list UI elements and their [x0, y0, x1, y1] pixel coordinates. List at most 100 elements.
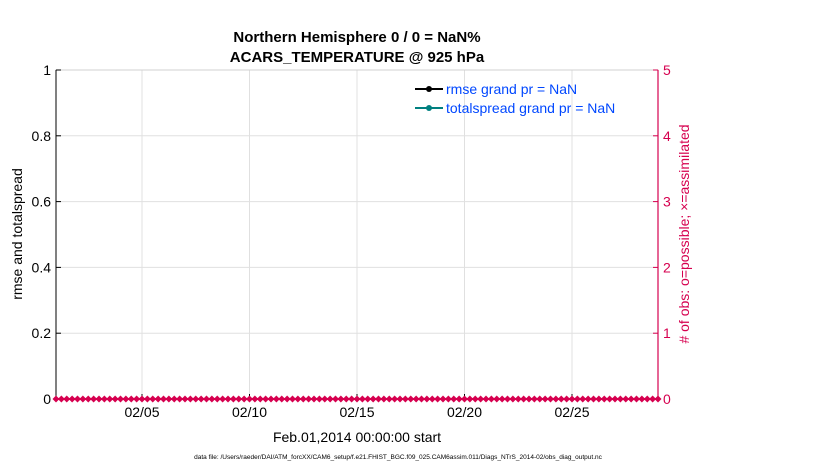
obs-marker	[68, 395, 76, 403]
obs-marker	[541, 395, 549, 403]
obs-marker	[321, 395, 329, 403]
obs-marker	[267, 395, 275, 403]
x-tick-label: 02/05	[124, 404, 159, 420]
obs-marker	[471, 395, 479, 403]
obs-marker	[240, 395, 248, 403]
obs-marker	[186, 395, 194, 403]
obs-marker	[498, 395, 506, 403]
obs-marker	[536, 395, 544, 403]
obs-markers	[52, 395, 662, 403]
obs-marker	[525, 395, 533, 403]
obs-marker	[611, 395, 619, 403]
x-tick-label: 02/25	[554, 404, 589, 420]
obs-marker	[289, 395, 296, 403]
y-tick-label-right: 1	[663, 325, 671, 341]
obs-marker	[504, 395, 511, 403]
obs-marker	[391, 395, 399, 403]
obs-marker	[213, 395, 221, 403]
obs-marker	[176, 395, 184, 403]
y-tick-label-right: 0	[663, 391, 671, 407]
y-axis-label-right: # of obs: o=possible; ×=assimilated	[676, 124, 692, 343]
obs-marker	[315, 395, 323, 403]
obs-marker	[348, 395, 356, 403]
obs-marker	[170, 395, 178, 403]
obs-marker	[63, 395, 71, 403]
obs-marker	[256, 395, 264, 403]
obs-marker	[229, 395, 237, 403]
obs-marker	[557, 395, 565, 403]
obs-marker	[197, 395, 205, 403]
obs-marker	[412, 395, 420, 403]
obs-marker	[100, 395, 108, 403]
obs-marker	[579, 395, 587, 403]
obs-marker	[385, 395, 393, 403]
obs-marker	[154, 395, 162, 403]
x-tick-label: 02/15	[339, 404, 374, 420]
obs-marker	[219, 395, 227, 403]
obs-marker	[165, 395, 173, 403]
obs-marker	[224, 395, 232, 403]
obs-marker	[487, 395, 495, 403]
obs-marker	[106, 395, 114, 403]
obs-marker	[251, 395, 259, 403]
obs-marker	[590, 395, 597, 403]
obs-marker	[149, 395, 157, 403]
y-tick-label-left: 1	[43, 62, 51, 78]
obs-marker	[332, 395, 339, 403]
obs-marker	[461, 395, 468, 403]
y-tick-label-left: 0.2	[32, 325, 52, 341]
obs-marker	[520, 395, 528, 403]
obs-marker	[643, 395, 651, 403]
obs-marker	[649, 395, 657, 403]
obs-marker	[573, 395, 581, 403]
obs-marker	[638, 395, 646, 403]
obs-marker	[181, 395, 189, 403]
obs-marker	[127, 395, 135, 403]
obs-marker	[547, 395, 554, 403]
obs-marker	[138, 395, 146, 403]
obs-marker	[95, 395, 103, 403]
obs-marker	[369, 395, 377, 403]
chart-title-line1: Northern Hemisphere 0 / 0 = NaN%	[233, 29, 480, 46]
obs-marker	[401, 395, 409, 403]
y-axis-label-left: rmse and totalspread	[9, 168, 25, 300]
obs-marker	[353, 395, 361, 403]
obs-marker	[90, 395, 98, 403]
obs-marker	[337, 395, 345, 403]
obs-marker	[122, 395, 130, 403]
x-tick-label: 02/10	[232, 404, 267, 420]
obs-marker	[57, 395, 65, 403]
obs-marker	[627, 395, 635, 403]
chart-title-line2: ACARS_TEMPERATURE @ 925 hPa	[230, 49, 485, 66]
obs-marker	[375, 395, 382, 403]
obs-marker	[514, 395, 522, 403]
obs-marker	[278, 395, 286, 403]
obs-marker	[143, 395, 151, 403]
obs-marker	[294, 395, 302, 403]
obs-marker	[444, 395, 452, 403]
obs-marker	[272, 395, 280, 403]
y-tick-label-right: 5	[663, 62, 671, 78]
legend-label-rmse: rmse grand pr = NaN	[446, 81, 577, 97]
obs-marker	[477, 395, 485, 403]
obs-marker	[434, 395, 442, 403]
obs-marker	[133, 395, 141, 403]
obs-marker	[380, 395, 388, 403]
obs-marker	[246, 395, 253, 403]
obs-marker	[326, 395, 334, 403]
obs-marker	[310, 395, 318, 403]
obs-marker	[396, 395, 404, 403]
obs-marker	[305, 395, 313, 403]
obs-marker	[208, 395, 216, 403]
obs-marker	[466, 395, 474, 403]
y-tick-label-left: 0	[43, 391, 51, 407]
obs-marker	[552, 395, 560, 403]
obs-marker	[563, 395, 571, 403]
obs-marker	[364, 395, 372, 403]
obs-marker	[84, 395, 92, 403]
obs-marker	[654, 395, 662, 403]
obs-marker	[117, 395, 124, 403]
obs-marker	[342, 395, 350, 403]
obs-marker	[584, 395, 592, 403]
